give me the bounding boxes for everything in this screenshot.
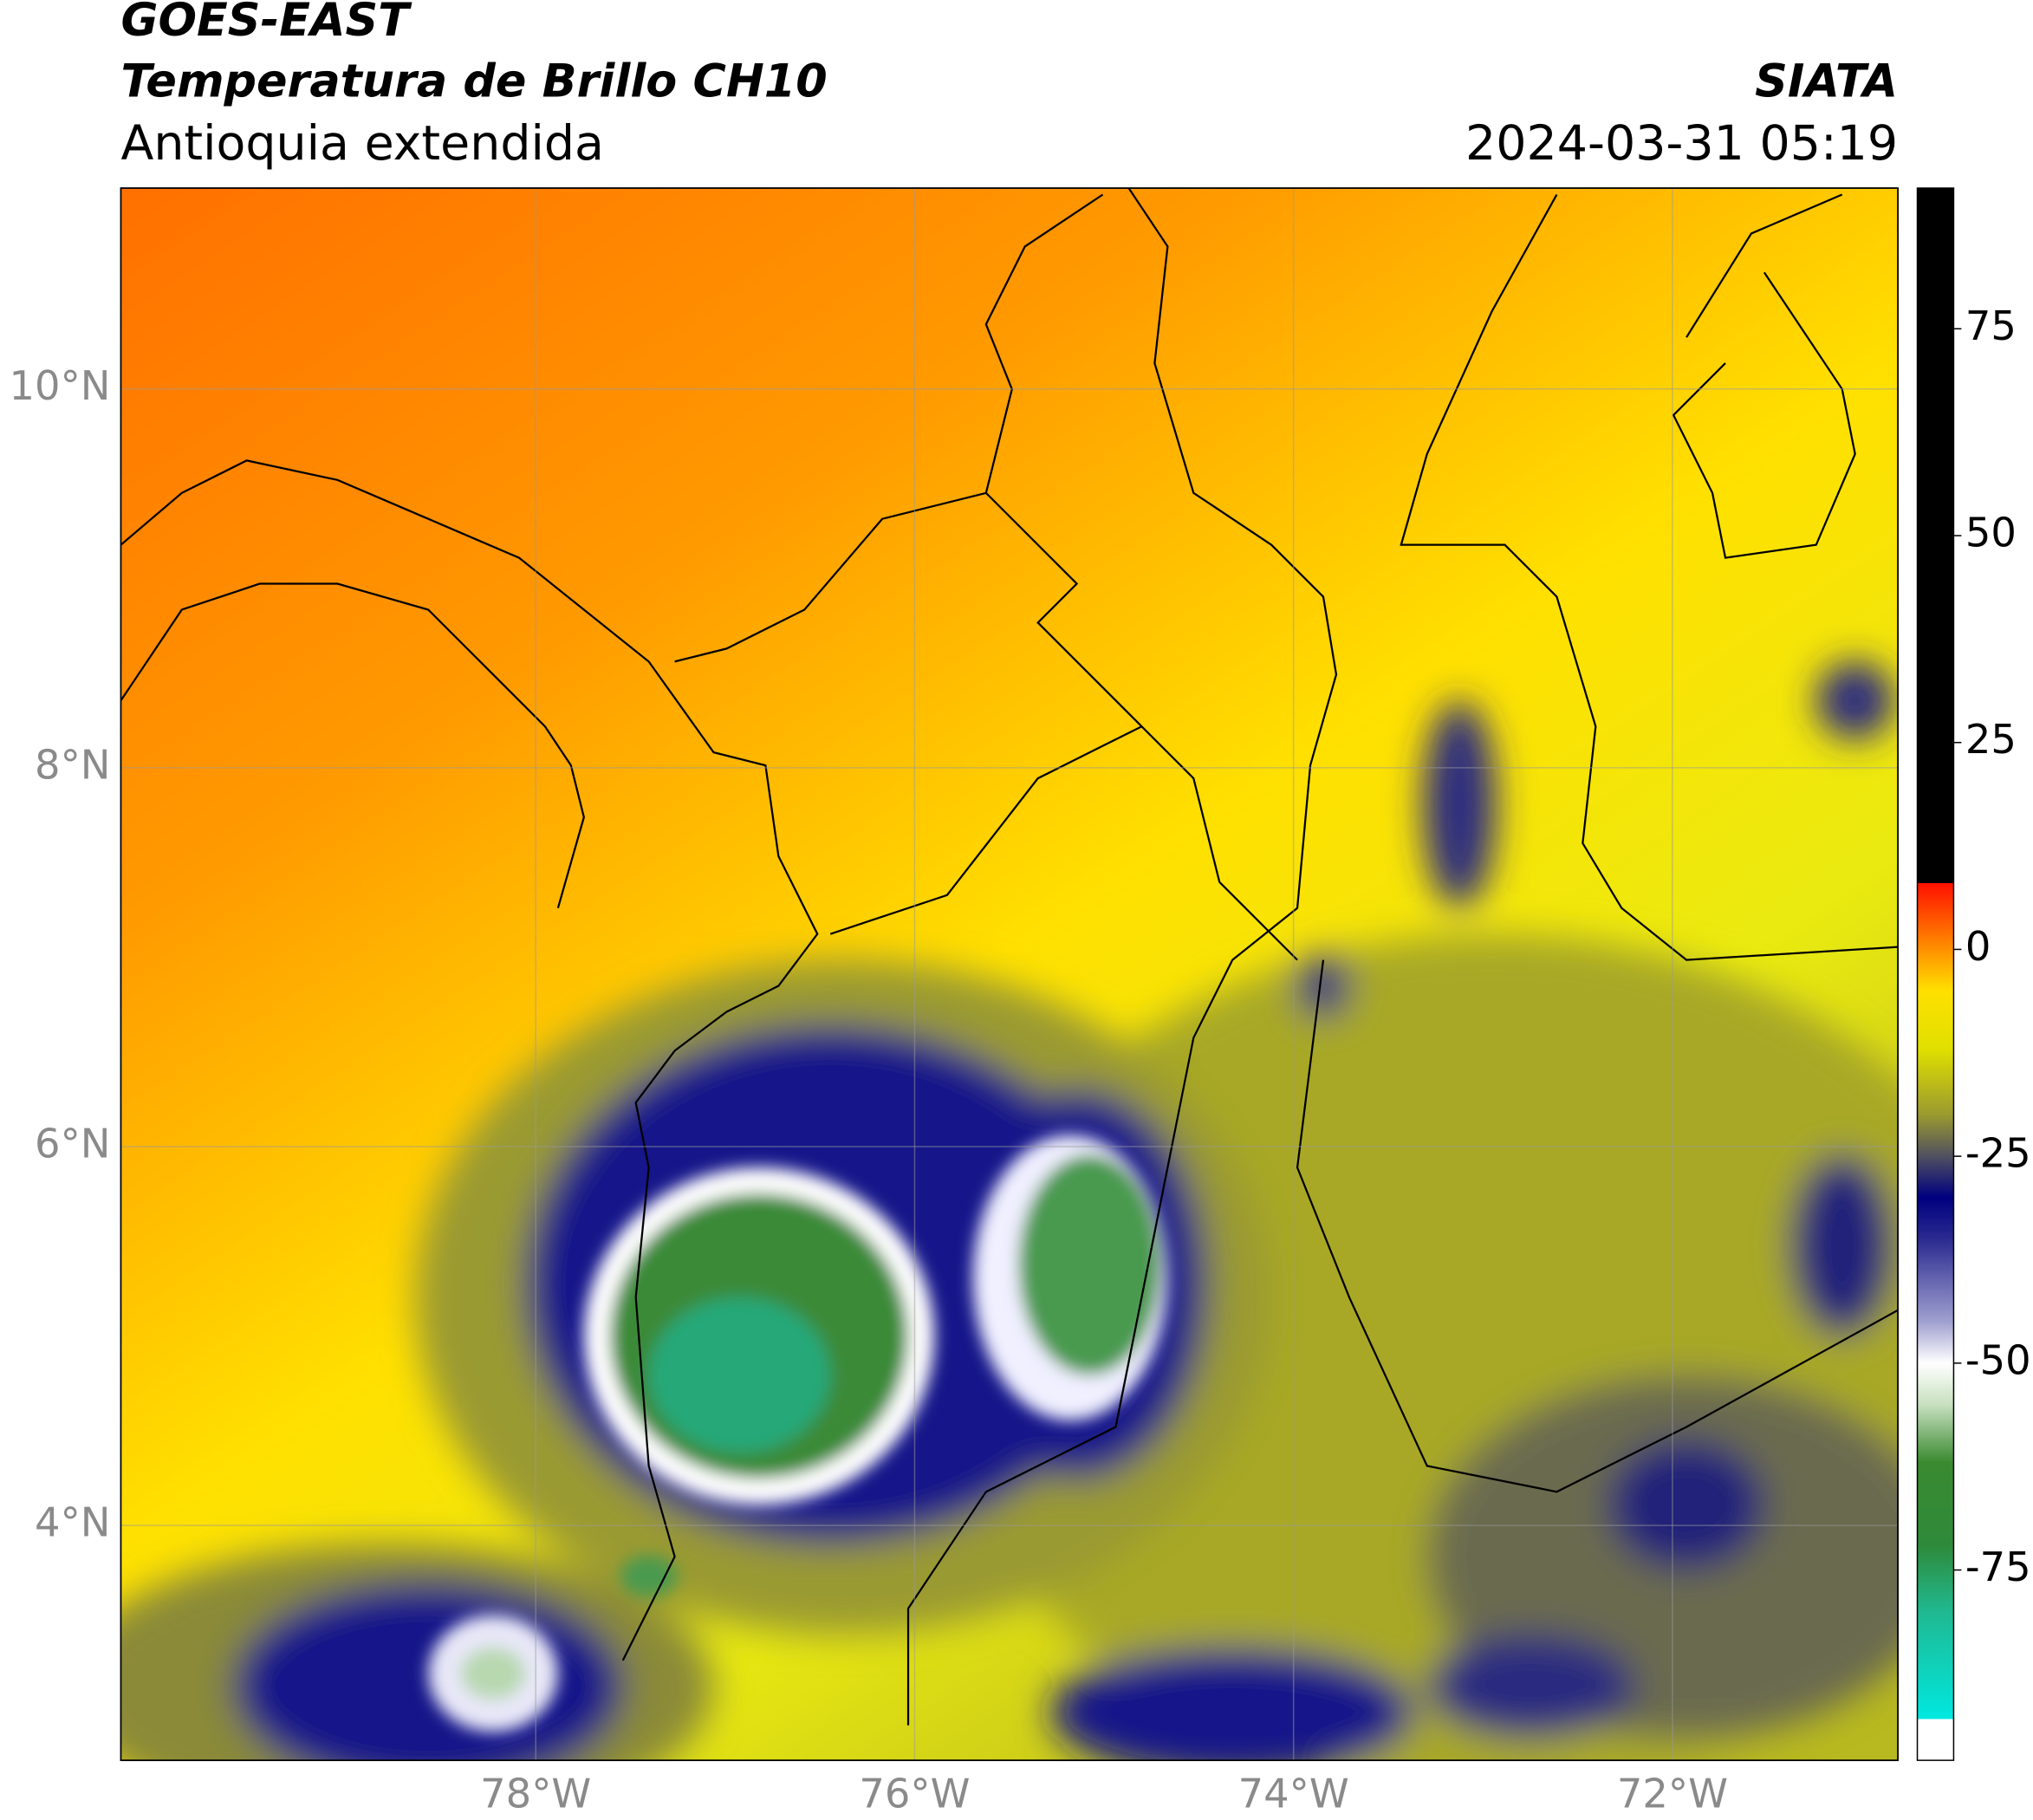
map-frame bbox=[120, 187, 1899, 1762]
colorbar-tick-label: 0 bbox=[1965, 923, 1991, 970]
colorbar-tick-label: 25 bbox=[1965, 716, 2017, 763]
colorbar-tick-label: 75 bbox=[1965, 302, 2017, 349]
agency: SIATA bbox=[1755, 55, 1898, 107]
colorbar-tick-label: -75 bbox=[1965, 1544, 2031, 1590]
y-tick-label: 4°N bbox=[35, 1499, 110, 1546]
boundaries bbox=[120, 188, 1899, 1726]
colorbar-tick-label: 50 bbox=[1965, 510, 2017, 556]
y-tick-label: 8°N bbox=[35, 741, 110, 788]
map-image bbox=[120, 188, 1899, 1761]
datetime: 2024-03-31 05:19 bbox=[1465, 116, 1898, 172]
x-tick-label: 74°W bbox=[1238, 1771, 1349, 1817]
y-tick-label: 6°N bbox=[35, 1120, 110, 1167]
satellite: GOES-EAST bbox=[120, 0, 412, 47]
x-tick-label: 78°W bbox=[480, 1771, 591, 1817]
colorbar bbox=[1916, 187, 1955, 1761]
colorbar-tick-label: -25 bbox=[1965, 1130, 2031, 1177]
x-tick-label: 76°W bbox=[859, 1771, 970, 1817]
colorbar-tick-label: -50 bbox=[1965, 1336, 2031, 1383]
cold-tops bbox=[428, 1134, 1168, 1732]
x-tick-label: 72°W bbox=[1617, 1771, 1728, 1817]
y-tick-label: 10°N bbox=[10, 362, 111, 409]
product: Temperatura de Brillo CH10 bbox=[120, 55, 827, 107]
grid bbox=[120, 188, 1899, 1761]
region: Antioquia extendida bbox=[120, 116, 603, 172]
